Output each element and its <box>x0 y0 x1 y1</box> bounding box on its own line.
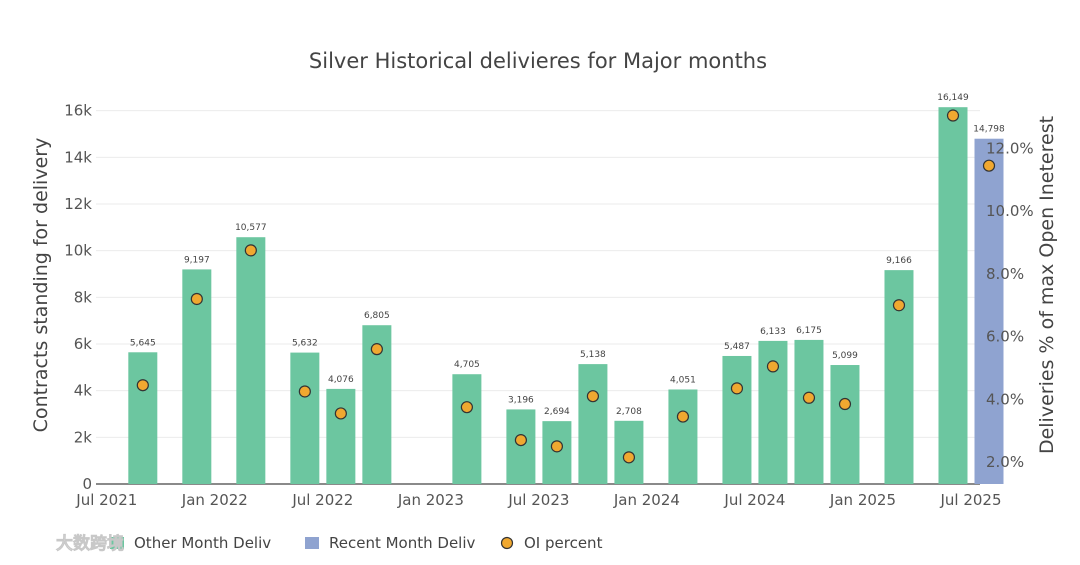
legend-label: Recent Month Deliv <box>329 534 476 552</box>
y-tick-label: 2k <box>74 428 93 446</box>
chart-title: Silver Historical delivieres for Major m… <box>309 49 767 73</box>
oi-percent-point <box>514 433 527 447</box>
oi-percent-points <box>136 109 996 464</box>
y2-tick-label: 2.0% <box>986 453 1024 471</box>
bar <box>830 365 860 484</box>
x-tick-label: Jul 2024 <box>723 491 785 509</box>
bar-value-label: 5,138 <box>580 350 606 360</box>
y2-axis-ticks: 2.0% 4.0% 6.0% 8.0% 10.0% 12.0% <box>986 139 1034 471</box>
x-tick-label: Jan 2022 <box>181 491 248 509</box>
oi-percent-point <box>892 299 906 312</box>
x-tick-label: Jul 2021 <box>75 491 137 509</box>
bar-value-label: 2,694 <box>544 407 570 417</box>
bar <box>974 138 1004 485</box>
bar <box>542 421 572 484</box>
y-tick-label: 8k <box>74 288 93 306</box>
x-tick-label: Jan 2024 <box>613 491 680 509</box>
oi-percent-point <box>946 109 960 122</box>
bar-value-label: 5,487 <box>724 342 750 352</box>
y2-tick-label: 4.0% <box>986 390 1024 408</box>
oi-percent-point <box>244 244 257 257</box>
y-tick-label: 14k <box>64 148 92 166</box>
y-axis-label: Contracts standing for delivery <box>30 138 52 433</box>
data-labels: 5,645 9,197 10,577 5,632 4,076 6,805 4,705 3,19… <box>130 93 1005 417</box>
legend-label: Other Month Deliv <box>134 534 271 552</box>
bar <box>578 364 608 484</box>
y-tick-label: 16k <box>64 102 92 120</box>
bar <box>668 389 698 484</box>
bar-value-label: 5,645 <box>130 338 156 348</box>
oi-percent-point <box>766 360 780 373</box>
y-tick-label: 0 <box>82 475 92 493</box>
bar-value-label: 3,196 <box>508 395 534 405</box>
bar-value-label: 2,708 <box>616 407 642 417</box>
bar-value-label: 9,197 <box>184 255 210 265</box>
oi-percent-point <box>136 379 149 392</box>
y-tick-label: 6k <box>74 335 93 353</box>
x-tick-label: Jul 2025 <box>939 491 1001 509</box>
y-tick-label: 4k <box>74 382 93 400</box>
bar <box>182 269 212 484</box>
oi-percent-point <box>190 292 203 306</box>
bar-value-label: 4,051 <box>670 375 696 385</box>
oi-percent-point <box>730 382 744 395</box>
oi-percent-point <box>838 397 852 411</box>
bar-value-label: 9,166 <box>886 256 912 266</box>
bar <box>722 355 752 484</box>
y2-tick-label: 12.0% <box>986 139 1034 157</box>
bar-value-label: 5,632 <box>292 339 318 349</box>
watermark: 大数跨境 <box>56 533 124 554</box>
oi-percent-point <box>586 390 600 403</box>
legend-marker <box>500 536 514 550</box>
legend-label: OI percent <box>524 534 603 552</box>
y-tick-label: 10k <box>64 242 92 260</box>
bar-value-label: 6,175 <box>796 326 822 336</box>
bar <box>128 352 158 484</box>
legend: Other Month Deliv Recent Month Deliv OI pe… <box>110 534 603 552</box>
bar <box>794 339 824 484</box>
bar <box>236 237 266 484</box>
bar-value-label: 6,805 <box>364 311 390 321</box>
oi-percent-point <box>550 440 564 453</box>
oi-percent-point <box>460 401 473 414</box>
oi-percent-point <box>802 391 816 404</box>
bar-value-label: 4,705 <box>454 360 480 370</box>
y2-tick-label: 6.0% <box>986 328 1024 346</box>
oi-percent-point <box>676 410 690 423</box>
x-tick-label: Jul 2023 <box>507 491 569 509</box>
oi-percent-point <box>622 451 636 464</box>
x-tick-label: Jan 2023 <box>397 491 464 509</box>
bar <box>290 352 320 484</box>
bars <box>128 107 1004 485</box>
x-tick-label: Jan 2025 <box>829 491 896 509</box>
legend-swatch <box>110 537 124 549</box>
bar-value-label: 4,076 <box>328 375 354 385</box>
legend-swatch <box>305 537 319 549</box>
bar <box>506 409 536 484</box>
y-tick-label: 12k <box>64 195 92 213</box>
bar-value-label: 10,577 <box>235 223 267 233</box>
oi-percent-point <box>298 385 311 398</box>
bar-value-label: 16,149 <box>937 93 969 103</box>
oi-percent-point <box>370 343 383 356</box>
y2-tick-label: 8.0% <box>986 265 1024 283</box>
y2-tick-label: 10.0% <box>986 202 1034 220</box>
x-axis-ticks: Jul 2021 Jan 2022 Jul 2022 Jan 2023 Jul 2023… <box>75 491 1001 509</box>
oi-percent-point <box>334 407 347 420</box>
bar-value-label: 6,133 <box>760 327 786 337</box>
bar <box>938 107 968 484</box>
bar-value-label: 5,099 <box>832 351 858 361</box>
y2-axis-label: Deliveries % of max Open Ineterest <box>1036 116 1058 454</box>
bar <box>452 374 482 484</box>
bar-value-label: 14,798 <box>973 125 1005 135</box>
bar <box>326 388 356 484</box>
x-tick-label: Jul 2022 <box>291 491 353 509</box>
y-axis-ticks: 0 2k 4k 6k 8k 10k 12k 14k 16k <box>64 102 92 493</box>
oi-percent-point <box>982 159 996 172</box>
